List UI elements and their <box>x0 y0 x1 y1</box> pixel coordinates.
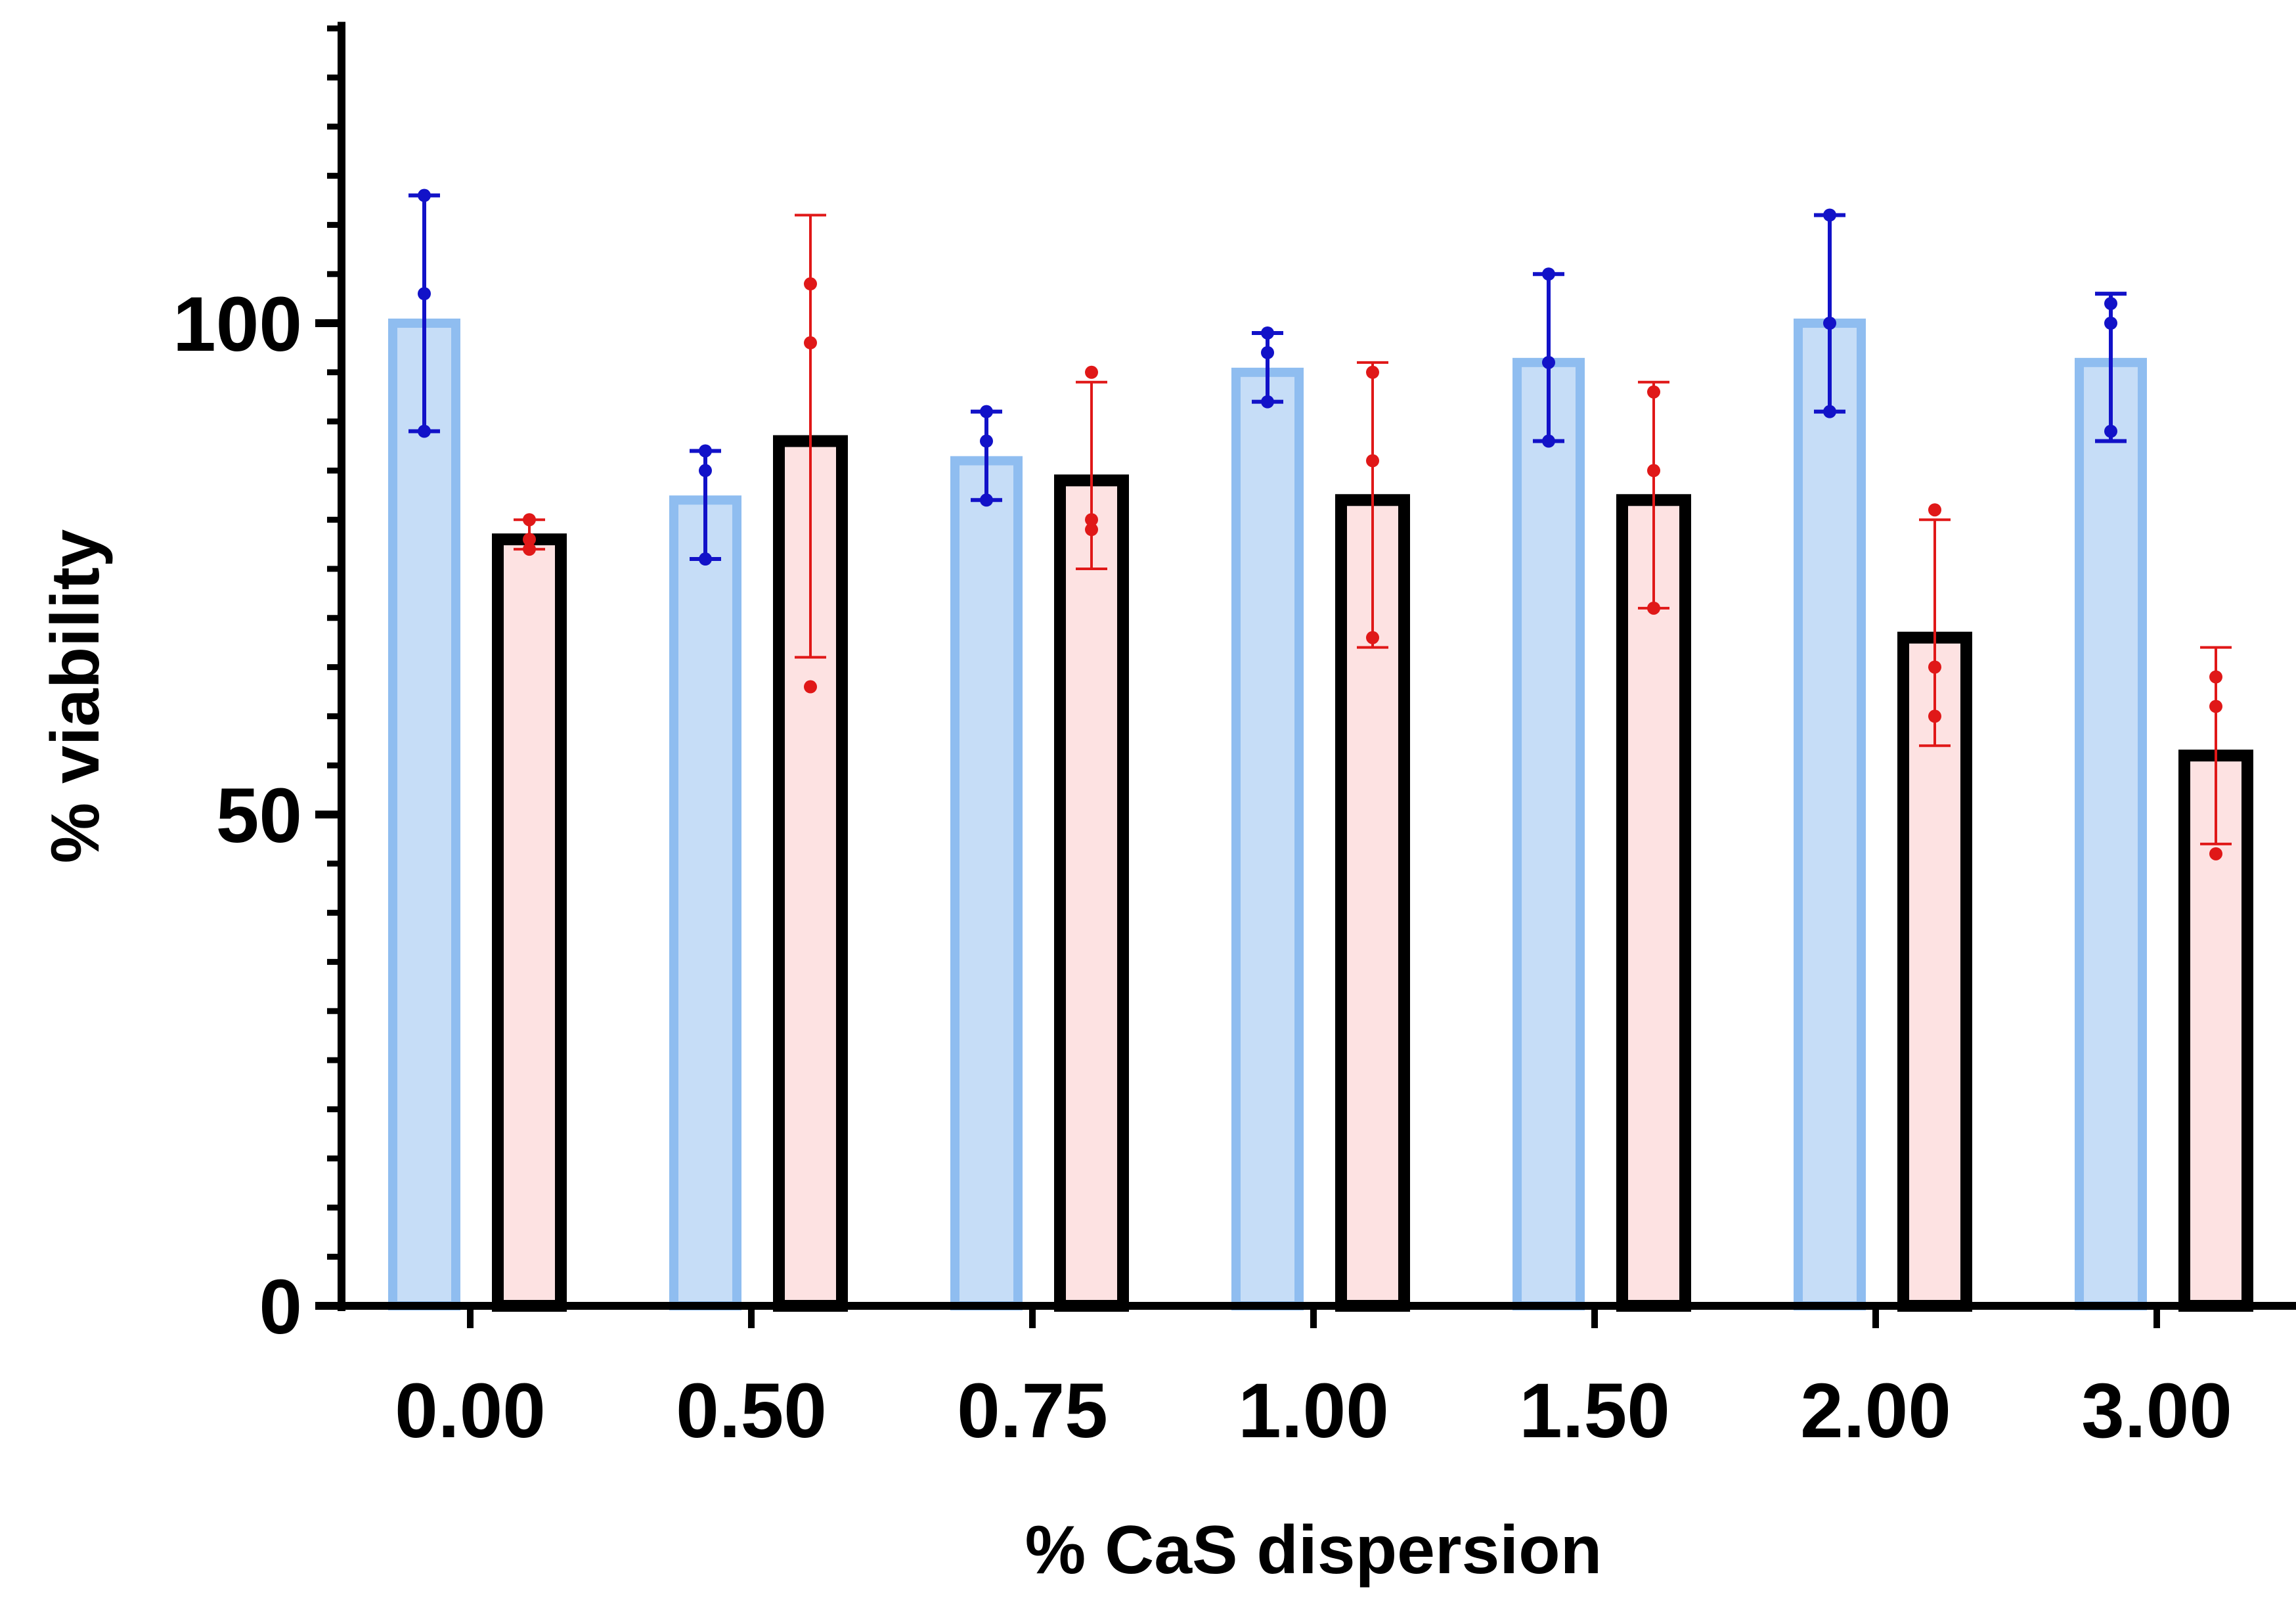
data-point-series-red-1.00-2 <box>1366 365 1379 379</box>
data-point-series-red-3.00-2 <box>2209 670 2222 684</box>
x-tick-label-0.00: 0.00 <box>395 1368 546 1454</box>
data-point-series-red-2.00-0 <box>1928 709 1941 723</box>
bars-layer <box>388 319 2253 1312</box>
data-point-series-red-1.00-1 <box>1366 454 1379 468</box>
data-point-series-red-2.00-2 <box>1928 503 1941 517</box>
bar-series-red-1.50 <box>1616 494 1691 1312</box>
data-point-series-blue-0.00-1 <box>418 287 431 301</box>
data-point-series-blue-0.00-2 <box>418 189 431 202</box>
bar-series-blue-0.75 <box>950 456 1023 1311</box>
data-point-series-red-3.00-0 <box>2209 847 2222 860</box>
bar-series-blue-1.00 <box>1231 367 1304 1310</box>
y-tick-label-50: 50 <box>216 772 302 859</box>
y-tick-label-0: 0 <box>259 1264 302 1351</box>
bar-series-blue-1.50 <box>1512 357 1585 1311</box>
data-point-series-red-0.50-0 <box>804 680 817 694</box>
bar-series-blue-0.50 <box>669 495 741 1310</box>
x-tick-label-1.00: 1.00 <box>1238 1368 1389 1454</box>
data-point-series-red-0.00-1 <box>523 533 536 547</box>
data-point-series-blue-1.50-0 <box>1542 434 1555 448</box>
data-point-series-blue-1.00-2 <box>1261 326 1274 340</box>
data-point-series-red-1.00-0 <box>1366 631 1379 644</box>
data-point-series-blue-0.75-1 <box>980 434 993 448</box>
data-point-series-blue-2.00-1 <box>1823 317 1836 330</box>
x-axis-title: % CaS dispersion <box>1025 1512 1602 1588</box>
data-point-series-blue-3.00-2 <box>2104 297 2117 311</box>
data-point-series-blue-1.50-2 <box>1542 267 1555 281</box>
x-tick-label-0.50: 0.50 <box>676 1368 827 1454</box>
bar-series-blue-3.00 <box>2075 357 2147 1311</box>
data-point-series-red-0.00-2 <box>523 513 536 527</box>
x-tick-label-0.75: 0.75 <box>957 1368 1108 1454</box>
data-points-layer <box>418 189 2222 860</box>
bar-series-red-0.00 <box>492 533 567 1312</box>
data-point-series-red-1.50-0 <box>1647 601 1660 615</box>
data-point-series-red-0.75-1 <box>1085 513 1098 527</box>
bar-series-red-0.75 <box>1054 474 1129 1312</box>
data-point-series-blue-1.50-1 <box>1542 355 1555 369</box>
y-axis-title: % viability <box>37 529 114 864</box>
data-point-series-blue-0.75-2 <box>980 405 993 418</box>
bar-series-red-3.00 <box>2178 749 2253 1312</box>
data-point-series-blue-2.00-2 <box>1823 208 1836 222</box>
data-point-series-blue-0.50-1 <box>699 464 712 478</box>
data-point-series-red-1.50-2 <box>1647 385 1660 399</box>
data-point-series-blue-3.00-1 <box>2104 317 2117 330</box>
data-point-series-red-0.75-2 <box>1085 365 1098 379</box>
data-point-series-red-0.50-2 <box>804 277 817 291</box>
x-tick-label-3.00: 3.00 <box>2081 1368 2232 1454</box>
data-point-series-red-3.00-1 <box>2209 700 2222 713</box>
data-point-series-blue-0.00-0 <box>418 424 431 438</box>
data-point-series-blue-0.75-0 <box>980 493 993 507</box>
bar-series-blue-0.00 <box>388 319 460 1310</box>
data-point-series-red-0.75-0 <box>1085 523 1098 537</box>
x-tick-label-2.00: 2.00 <box>1800 1368 1951 1454</box>
data-point-series-blue-1.00-1 <box>1261 346 1274 359</box>
data-point-series-red-0.50-1 <box>804 336 817 349</box>
x-tick-label-1.50: 1.50 <box>1519 1368 1670 1454</box>
data-point-series-blue-1.00-0 <box>1261 395 1274 409</box>
axes-layer: 0 50 100 0.00 0.50 0.75 1.00 1.50 2.00 3.00 <box>173 22 2296 1454</box>
data-point-series-red-0.00-0 <box>523 543 536 556</box>
y-tick-label-100: 100 <box>173 281 302 368</box>
data-point-series-red-1.50-1 <box>1647 464 1660 478</box>
data-point-series-blue-0.50-0 <box>699 552 712 566</box>
bar-series-blue-2.00 <box>1794 319 1866 1310</box>
data-point-series-blue-0.50-2 <box>699 444 712 458</box>
data-point-series-blue-2.00-0 <box>1823 405 1836 418</box>
data-point-series-red-2.00-1 <box>1928 660 1941 674</box>
data-point-series-blue-3.00-0 <box>2104 424 2117 438</box>
